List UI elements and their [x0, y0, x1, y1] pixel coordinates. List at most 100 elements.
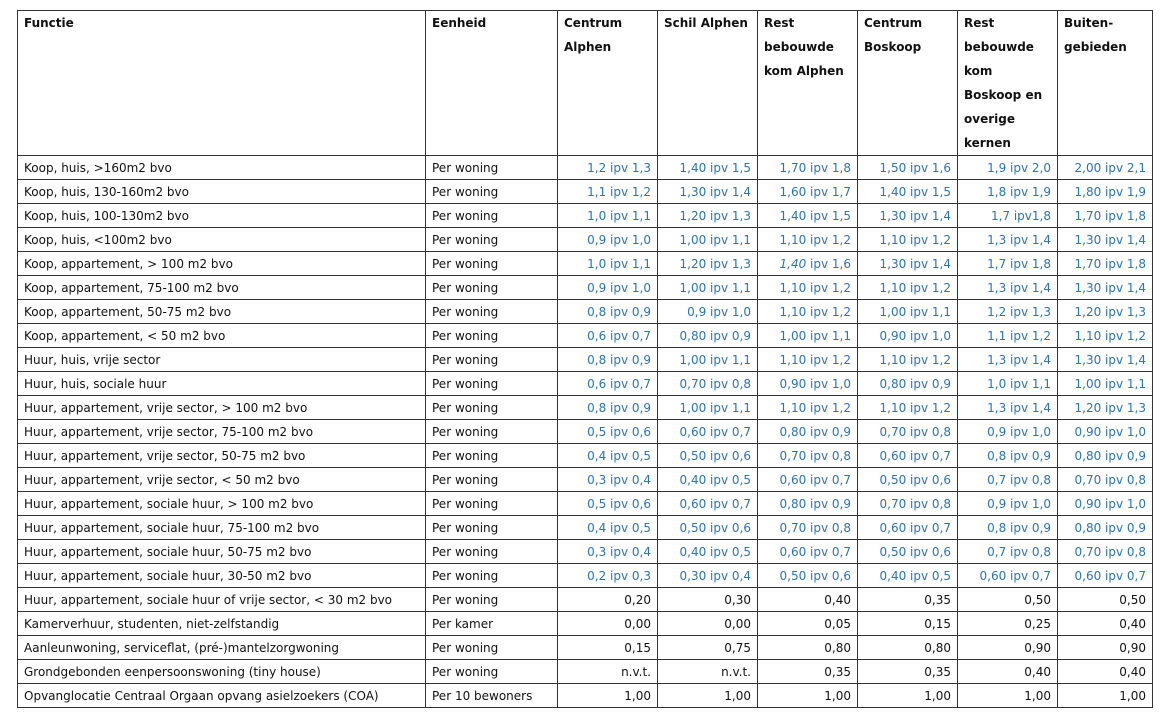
functie-cell: Huur, appartement, sociale huur, 30-50 m… [17, 563, 426, 588]
value-cell: 0,80 ipv 0,9 [857, 371, 958, 396]
functie-cell: Koop, appartement, > 100 m2 bvo [17, 251, 426, 276]
functie-cell: Opvanglocatie Centraal Orgaan opvang asi… [17, 683, 426, 708]
table-row: Huur, appartement, sociale huur, 30-50 m… [17, 563, 1153, 588]
value-cell: 1,30 ipv 1,4 [857, 203, 958, 228]
value-cell: 0,75 [657, 635, 758, 660]
value-cell: 1,60 ipv 1,7 [757, 179, 858, 204]
value-cell: 1,10 ipv 1,2 [857, 395, 958, 420]
eenheid-cell: Per kamer [425, 611, 558, 636]
value-cell: 1,10 ipv 1,2 [757, 275, 858, 300]
value-cell: 1,70 ipv 1,8 [1057, 251, 1153, 276]
value-cell: 1,30 ipv 1,4 [1057, 347, 1153, 372]
value-cell: 1,70 ipv 1,8 [757, 155, 858, 180]
eenheid-cell: Per woning [425, 275, 558, 300]
value-cell: 0,90 ipv 1,0 [757, 371, 858, 396]
value-cell: 1,10 ipv 1,2 [757, 299, 858, 324]
value-cell: 1,10 ipv 1,2 [757, 227, 858, 252]
value-cell: 0,90 [957, 635, 1058, 660]
value-cell: 0,60 ipv 0,7 [657, 419, 758, 444]
value-cell: 0,80 ipv 0,9 [1057, 443, 1153, 468]
functie-cell: Huur, appartement, sociale huur, 50-75 m… [17, 539, 426, 564]
value-cell: 0,40 ipv 0,5 [657, 467, 758, 492]
value-cell: 0,40 [1057, 659, 1153, 684]
value-cell: 1,1 ipv 1,2 [557, 179, 658, 204]
value-cell: 0,9 ipv 1,0 [557, 275, 658, 300]
value-cell: 0,30 ipv 0,4 [657, 563, 758, 588]
value-cell: 1,2 ipv 1,3 [557, 155, 658, 180]
header-eenheid: Eenheid [425, 10, 558, 156]
header-functie: Functie [17, 10, 426, 156]
value-cell: 0,90 ipv 1,0 [1057, 419, 1153, 444]
eenheid-cell: Per woning [425, 179, 558, 204]
value-cell: 0,8 ipv 0,9 [557, 299, 658, 324]
value-cell: 0,5 ipv 0,6 [557, 419, 658, 444]
functie-cell: Koop, huis, >160m2 bvo [17, 155, 426, 180]
eenheid-cell: Per woning [425, 419, 558, 444]
table-row: Grondgebonden eenpersoonswoning (tiny ho… [17, 659, 1153, 684]
value-cell: 1,3 ipv 1,4 [957, 347, 1058, 372]
value-cell: 1,50 ipv 1,6 [857, 155, 958, 180]
value-cell: 0,80 ipv 0,9 [757, 419, 858, 444]
value-cell: 0,50 ipv 0,6 [657, 515, 758, 540]
value-rest-part: ipv 1,6 [806, 256, 851, 271]
value-cell: 0,50 ipv 0,6 [857, 539, 958, 564]
eenheid-cell: Per woning [425, 323, 558, 348]
value-cell: n.v.t. [657, 659, 758, 684]
table-row: Huur, appartement, vrije sector, 75-100 … [17, 419, 1153, 444]
table-row: Koop, appartement, 75-100 m2 bvo Per woni… [17, 275, 1153, 300]
value-cell: 1,3 ipv 1,4 [957, 227, 1058, 252]
value-cell: 1,1 ipv 1,2 [957, 323, 1058, 348]
value-cell: 1,2 ipv 1,3 [957, 299, 1058, 324]
value-cell: 0,8 ipv 0,9 [957, 443, 1058, 468]
table-row: Koop, appartement, < 50 m2 bvo Per woning… [17, 323, 1153, 348]
value-cell: 0,70 ipv 0,8 [757, 443, 858, 468]
header-row: Functie Eenheid Centrum Alphen Schil Alp… [17, 10, 1153, 156]
value-cell: 0,35 [857, 587, 958, 612]
eenheid-cell: Per woning [425, 587, 558, 612]
value-cell: 0,40 [957, 659, 1058, 684]
table-row: Huur, appartement, sociale huur, > 100 m… [17, 491, 1153, 516]
value-cell: 0,50 ipv 0,6 [857, 467, 958, 492]
value-cell: 1,30 ipv 1,4 [657, 179, 758, 204]
eenheid-cell: Per woning [425, 299, 558, 324]
eenheid-cell: Per woning [425, 251, 558, 276]
value-cell: 1,7 ipv1,8 [957, 203, 1058, 228]
value-cell: 0,60 ipv 0,7 [1057, 563, 1153, 588]
functie-cell: Huur, huis, vrije sector [17, 347, 426, 372]
value-cell: 1,20 ipv 1,3 [1057, 299, 1153, 324]
value-cell: 1,30 ipv 1,4 [857, 251, 958, 276]
value-italic-part: 1,40 [779, 256, 807, 271]
value-cell: 1,0 ipv 1,1 [957, 371, 1058, 396]
value-cell: 1,00 [757, 683, 858, 708]
functie-cell: Koop, appartement, 75-100 m2 bvo [17, 275, 426, 300]
value-cell: 0,00 [557, 611, 658, 636]
value-cell: 0,60 ipv 0,7 [657, 491, 758, 516]
value-cell: 1,0 ipv 1,1 [557, 251, 658, 276]
header-centrum-boskoop: Centrum Boskoop [857, 10, 958, 156]
value-cell: 0,80 ipv 0,9 [757, 491, 858, 516]
value-cell: 0,90 [1057, 635, 1153, 660]
value-cell: 0,6 ipv 0,7 [557, 323, 658, 348]
value-cell: 0,70 ipv 0,8 [857, 491, 958, 516]
table-row: Huur, huis, vrije sector Per woning 0,8 ip… [17, 347, 1153, 372]
value-cell: 0,3 ipv 0,4 [557, 467, 658, 492]
value-cell: 0,80 ipv 0,9 [1057, 515, 1153, 540]
value-cell: 1,30 ipv 1,4 [1057, 275, 1153, 300]
eenheid-cell: Per woning [425, 491, 558, 516]
value-cell: 0,2 ipv 0,3 [557, 563, 658, 588]
header-rest-boskoop: Rest bebouwde kom Boskoop en overige ker… [957, 10, 1058, 156]
table-row: Huur, appartement, vrije sector, > 100 m… [17, 395, 1153, 420]
table-row: Opvanglocatie Centraal Orgaan opvang asi… [17, 683, 1153, 708]
table-row: Koop, huis, 100-130m2 bvo Per woning 1,0 i… [17, 203, 1153, 228]
value-cell: 0,90 ipv 1,0 [857, 323, 958, 348]
table-row: Koop, appartement, 50-75 m2 bvo Per wonin… [17, 299, 1153, 324]
value-cell: n.v.t. [557, 659, 658, 684]
value-cell: 0,8 ipv 0,9 [557, 347, 658, 372]
value-cell: 0,40 [757, 587, 858, 612]
value-cell: 0,4 ipv 0,5 [557, 515, 658, 540]
functie-cell: Huur, appartement, vrije sector, 50-75 m… [17, 443, 426, 468]
value-cell: 0,4 ipv 0,5 [557, 443, 658, 468]
value-cell: 0,80 ipv 0,9 [657, 323, 758, 348]
value-cell: 0,80 [857, 635, 958, 660]
eenheid-cell: Per woning [425, 443, 558, 468]
